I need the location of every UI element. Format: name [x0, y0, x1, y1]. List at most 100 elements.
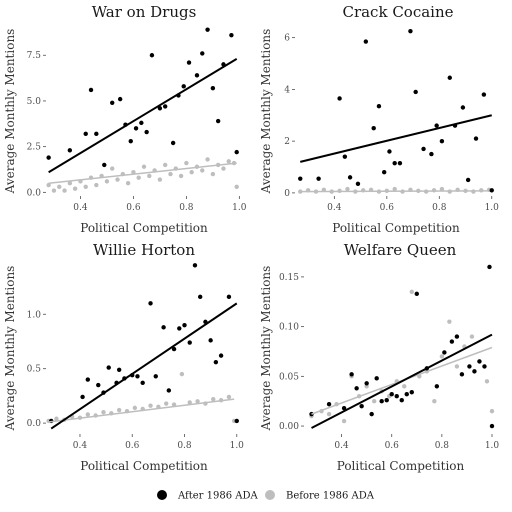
data-point-after — [139, 120, 144, 126]
data-point-after — [387, 149, 392, 154]
data-point-before — [489, 408, 495, 414]
y-tick-label: 0.0 — [27, 419, 42, 429]
data-point-after — [397, 160, 403, 166]
data-point-after — [197, 294, 203, 300]
data-point-after — [218, 353, 224, 358]
data-point-before — [226, 159, 231, 164]
data-point-after — [354, 386, 359, 391]
data-point-after — [116, 367, 122, 372]
data-point-before — [187, 400, 192, 405]
data-point-after — [80, 394, 85, 400]
data-point-after — [226, 294, 232, 300]
data-point-before — [168, 171, 173, 177]
data-point-after — [341, 405, 347, 411]
data-point-after — [326, 401, 332, 407]
x-tick-label: 0.8 — [177, 441, 192, 451]
data-point-after — [234, 149, 239, 155]
data-point-after — [460, 105, 466, 110]
data-point-before — [184, 160, 189, 166]
fit-line-before — [48, 162, 237, 184]
data-point-before — [115, 177, 120, 182]
data-point-after — [363, 39, 369, 44]
data-point-before — [141, 164, 147, 169]
data-point-after — [465, 177, 471, 183]
data-point-after — [148, 301, 153, 306]
data-point-after — [192, 263, 198, 268]
data-point-after — [229, 32, 234, 38]
data-point-before — [200, 168, 205, 173]
data-point-after — [413, 89, 418, 95]
data-point-before — [392, 186, 397, 192]
data-point-after — [369, 411, 374, 417]
x-tick-label: 0.6 — [385, 441, 400, 451]
data-point-after — [133, 126, 139, 131]
y-tick-label: 1.0 — [27, 310, 42, 320]
data-point-before — [54, 416, 59, 421]
data-point-after — [144, 129, 149, 135]
data-point-after — [205, 27, 210, 32]
data-point-before — [132, 405, 138, 411]
data-point-after — [149, 53, 155, 58]
data-point-after — [408, 28, 413, 34]
data-point-after — [161, 325, 166, 330]
data-point-after — [106, 365, 111, 370]
data-point-before — [94, 182, 99, 188]
data-point-before — [195, 399, 200, 404]
data-point-after — [359, 403, 364, 409]
data-point-after — [135, 374, 140, 379]
data-point-after — [376, 104, 382, 109]
data-point-after — [349, 372, 354, 377]
x-tick-label: 1.0 — [485, 441, 500, 451]
x-tick-label: 0.6 — [380, 203, 395, 213]
panels: War on Drugs Political Competition Average… — [3, 3, 499, 473]
data-point-before — [136, 175, 141, 180]
data-point-after — [347, 175, 353, 180]
data-point-before — [83, 184, 88, 190]
data-point-after — [404, 392, 409, 397]
x-tick-label: 0.8 — [432, 203, 447, 213]
y-tick-label: 4 — [284, 85, 290, 95]
data-point-after — [234, 418, 239, 424]
data-point-before — [164, 401, 169, 406]
data-point-after — [459, 372, 465, 377]
x-axis-label: Political Competition — [80, 459, 208, 473]
data-point-after — [389, 392, 394, 397]
data-point-after — [187, 340, 192, 345]
legend-after-swatch — [157, 490, 167, 500]
y-tick-label: 0.05 — [279, 372, 299, 382]
x-tick-label: 0.4 — [334, 441, 349, 451]
data-point-after — [67, 148, 73, 153]
data-point-after — [140, 380, 145, 386]
x-tick-label: 1.0 — [485, 203, 500, 213]
data-point-before — [439, 354, 445, 359]
data-point-after — [399, 397, 404, 403]
data-point-before — [189, 170, 194, 175]
legend-before-label: Before 1986 ADA — [286, 491, 375, 502]
fit-line-after — [50, 302, 238, 430]
x-tick-label: 0.4 — [73, 203, 88, 213]
data-point-after — [384, 397, 389, 403]
x-axis-label: Political Competition — [332, 221, 460, 235]
y-axis-label: Average Monthly Mentions — [3, 29, 17, 195]
data-point-before — [432, 398, 437, 404]
data-point-after — [153, 374, 158, 379]
data-point-after — [355, 181, 361, 187]
data-point-after — [208, 338, 213, 343]
panel-title: War on Drugs — [92, 3, 197, 21]
data-point-after — [477, 359, 482, 364]
data-point-before — [162, 162, 168, 168]
data-point-after — [467, 364, 472, 369]
data-point-before — [447, 319, 452, 324]
data-point-after — [166, 388, 172, 393]
y-tick-label: 2.5 — [27, 143, 42, 153]
data-point-after — [85, 377, 91, 382]
data-point-after — [434, 123, 439, 128]
data-point-after — [200, 51, 205, 56]
x-tick-label: 0.8 — [179, 203, 194, 213]
data-point-before — [147, 173, 152, 179]
data-point-after — [371, 126, 376, 131]
data-point-after — [429, 151, 434, 157]
data-point-after — [482, 364, 487, 369]
data-point-before — [179, 371, 185, 377]
